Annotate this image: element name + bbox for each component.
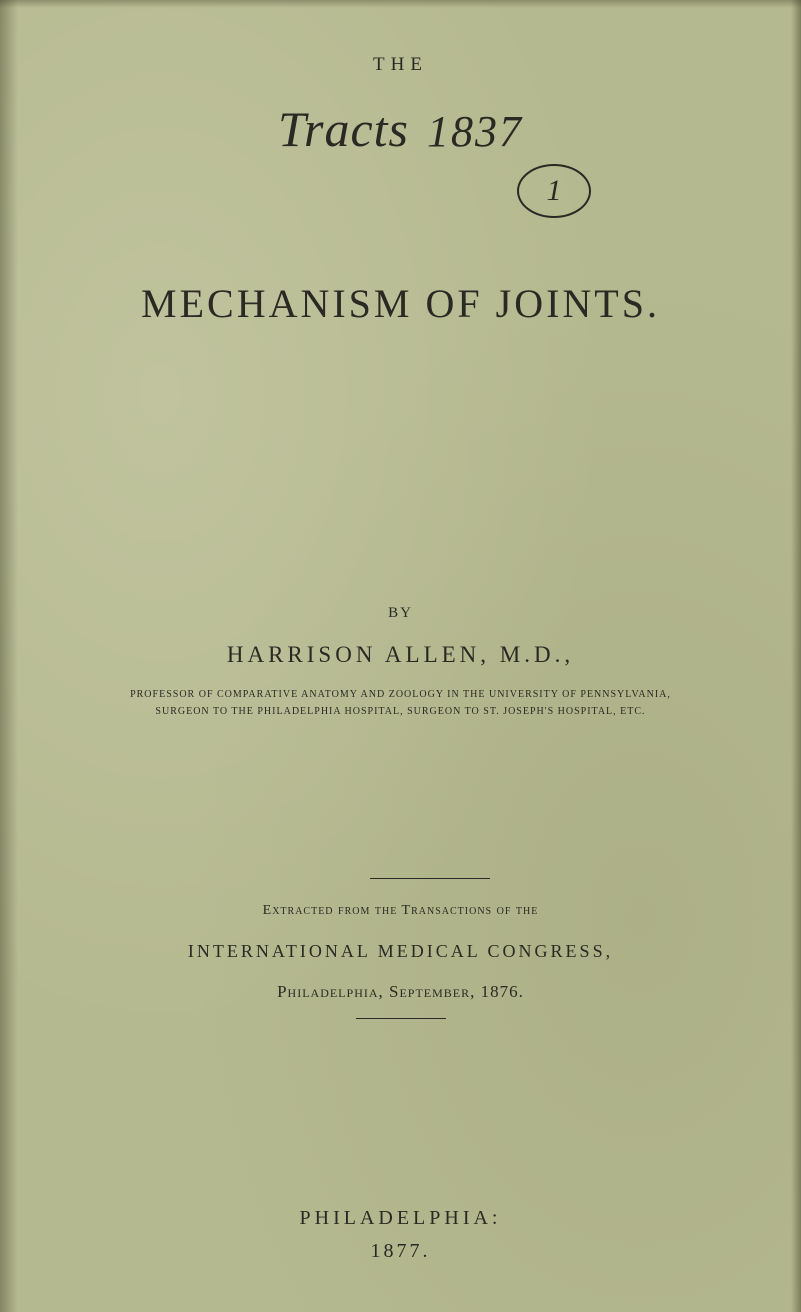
author-name: HARRISON ALLEN, M.D., (227, 642, 574, 668)
role-line-1: PROFESSOR OF COMPARATIVE ANATOMY AND ZOO… (130, 689, 671, 700)
author-roles: PROFESSOR OF COMPARATIVE ANATOMY AND ZOO… (130, 686, 671, 720)
page-shadow-right (791, 0, 801, 1312)
role-line-2: SURGEON TO THE PHILADELPHIA HOSPITAL, SU… (155, 706, 645, 717)
oval-digit: 1 (547, 174, 562, 208)
publisher-city: PHILADELPHIA: (300, 1207, 502, 1230)
byline-by: BY (388, 605, 413, 622)
oval-stamp: 1 (517, 164, 591, 218)
script-name: Tracts (278, 100, 409, 158)
script-year: 1837 (427, 106, 523, 157)
place-date-line: Philadelphia, September, 1876. (277, 982, 524, 1002)
page-shadow-left (0, 0, 18, 1312)
main-title: MECHANISM OF JOINTS. (141, 280, 660, 327)
divider-rule-1 (370, 878, 490, 879)
publisher-year: 1877. (371, 1240, 431, 1263)
heading-the: THE (373, 54, 428, 76)
divider-rule-2 (356, 1018, 446, 1019)
extracted-line: Extracted from the Transactions of the (263, 903, 539, 919)
page-shadow-top (0, 0, 801, 8)
handwritten-annotation: Tracts 1837 (278, 100, 523, 158)
oval-stamp-wrap: 1 (80, 164, 721, 218)
congress-line: INTERNATIONAL MEDICAL CONGRESS, (188, 941, 613, 962)
title-page: THE Tracts 1837 1 MECHANISM OF JOINTS. B… (0, 0, 801, 1312)
